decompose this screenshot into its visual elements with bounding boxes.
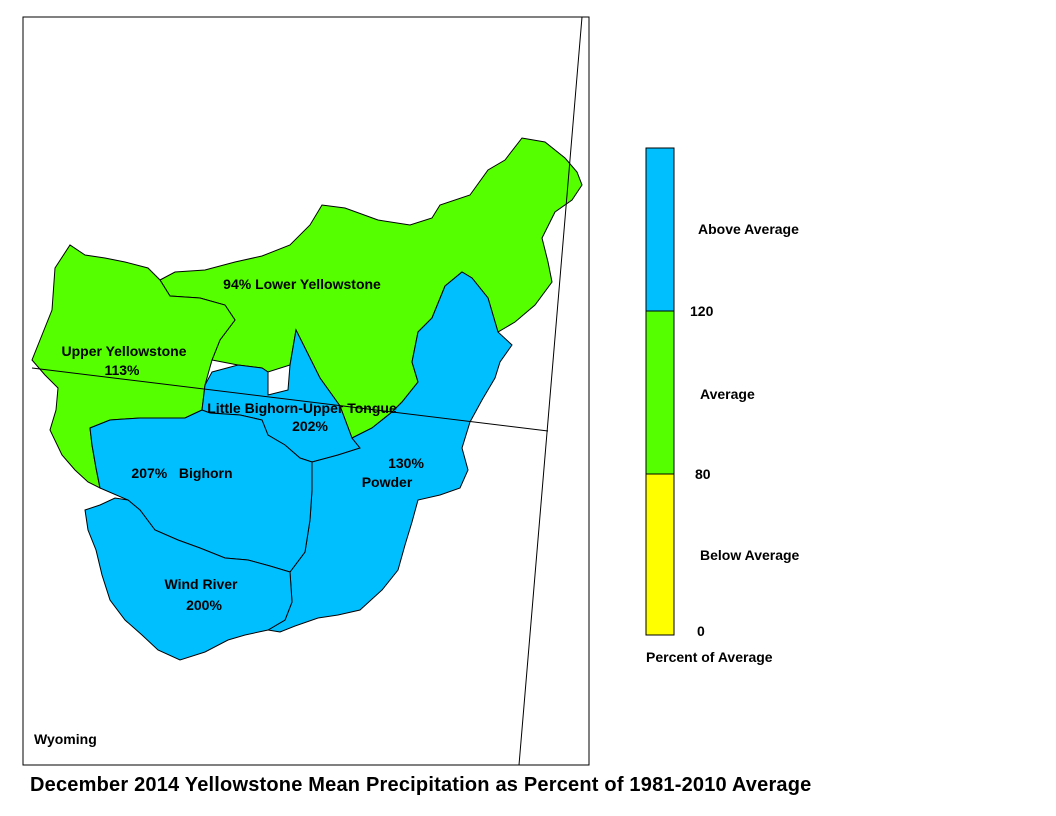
upper-yellowstone-pct: 113% — [104, 362, 140, 378]
legend-label-below: Below Average — [700, 547, 800, 563]
legend-break-120: 120 — [690, 303, 714, 319]
lower-yellowstone-label: 94% Lower Yellowstone — [223, 276, 381, 292]
little-bighorn-pct: 202% — [292, 418, 328, 434]
powder-pct: 130% — [388, 455, 424, 471]
legend-color-bar — [645, 147, 675, 636]
east-border-line — [518, 16, 583, 766]
state-label: Wyoming — [34, 731, 97, 747]
bighorn-label: 207% Bighorn — [131, 465, 232, 481]
upper-yellowstone-name: Upper Yellowstone — [62, 343, 187, 359]
legend-label-above: Above Average — [698, 221, 799, 237]
state-border-line — [31, 367, 549, 432]
region-wind-river[interactable] — [84, 497, 293, 661]
wind-river-name: Wind River — [165, 576, 239, 592]
little-bighorn-name: Little Bighorn-Upper Tongue — [207, 400, 397, 416]
map-title: December 2014 Yellowstone Mean Precipita… — [30, 774, 812, 796]
legend-swatch-below — [645, 473, 675, 636]
legend-swatch-above — [645, 147, 675, 312]
powder-name: Powder — [362, 474, 413, 490]
wind-river-pct: 200% — [186, 597, 222, 613]
legend-label-average: Average — [700, 386, 755, 402]
legend-break-0: 0 — [697, 623, 705, 639]
legend-swatch-average — [645, 310, 675, 475]
legend-break-80: 80 — [695, 466, 711, 482]
legend-caption: Percent of Average — [646, 649, 773, 665]
